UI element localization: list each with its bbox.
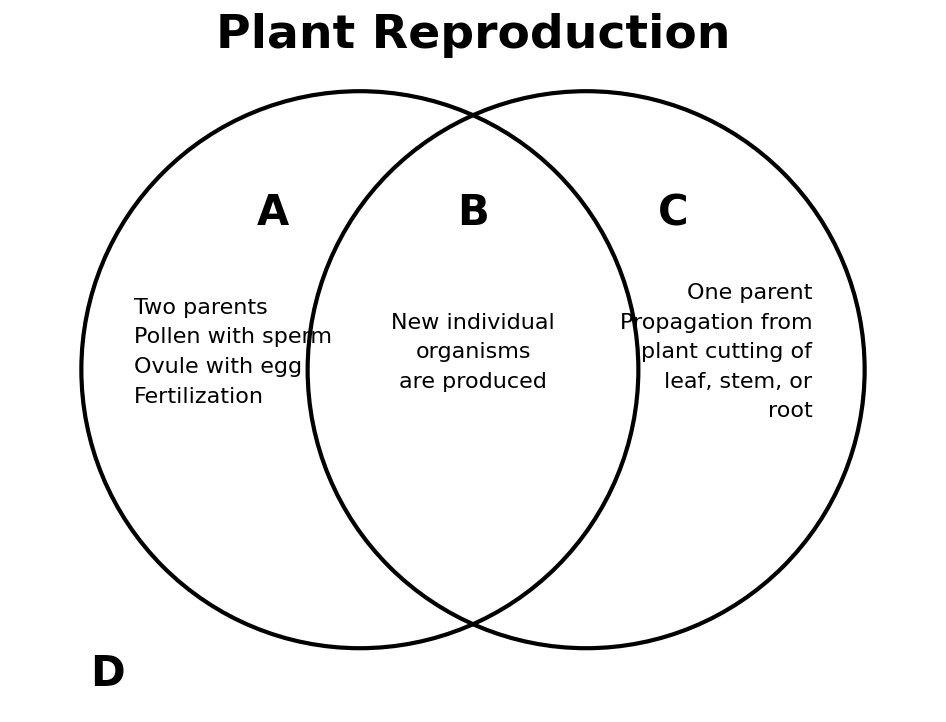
Text: Two parents
Pollen with sperm
Ovule with egg
Fertilization: Two parents Pollen with sperm Ovule with… [133,298,332,406]
Text: C: C [657,192,689,234]
Text: New individual
organisms
are produced: New individual organisms are produced [391,313,555,392]
Text: A: A [256,192,289,234]
Text: B: B [457,192,489,234]
Text: D: D [90,653,125,695]
Text: Plant Reproduction: Plant Reproduction [216,13,730,58]
Text: One parent
Propagation from
plant cutting of
leaf, stem, or
root: One parent Propagation from plant cuttin… [620,283,813,422]
